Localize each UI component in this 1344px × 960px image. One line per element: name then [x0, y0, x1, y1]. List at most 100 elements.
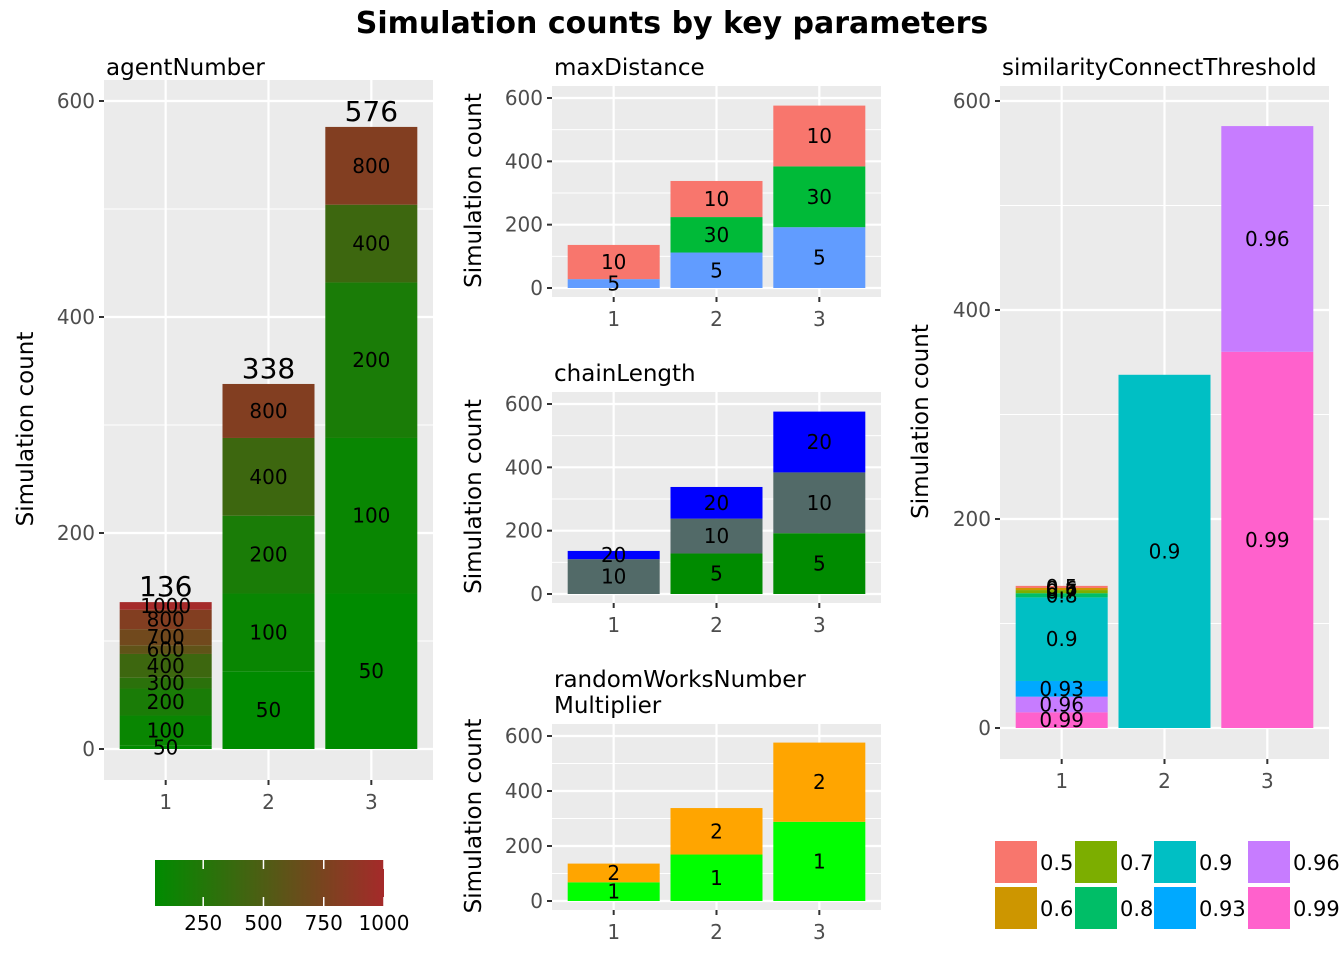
- legend-key: [1248, 887, 1290, 929]
- bar-segment: [325, 282, 418, 438]
- colorbar-label: 750: [305, 911, 343, 935]
- bar-segment: [670, 217, 763, 253]
- bar-segment: [567, 559, 660, 594]
- data-label: 2: [607, 861, 620, 885]
- data-label: 5: [813, 246, 826, 270]
- bar-segment: [773, 821, 866, 901]
- bar-segment: [119, 653, 212, 678]
- legend-key: [1154, 841, 1196, 883]
- panel-title: randomWorksNumber: [554, 667, 806, 693]
- y-axis-title: Simulation count: [908, 324, 934, 519]
- y-tick-label: 600: [505, 724, 543, 748]
- data-label: 0.5: [1046, 575, 1078, 599]
- y-axis-title: Simulation count: [13, 332, 39, 527]
- data-label: 100: [249, 620, 287, 644]
- data-label: 2: [710, 819, 723, 843]
- data-label: 5: [710, 562, 723, 586]
- bar-segment: [222, 515, 315, 594]
- data-label: 0.99: [1039, 708, 1084, 732]
- data-label: 800: [249, 399, 287, 423]
- y-tick-label: 400: [505, 455, 543, 479]
- bar-segment: [1015, 680, 1108, 697]
- bar-segment: [773, 411, 866, 473]
- x-tick-label: 1: [607, 307, 620, 331]
- data-label: 10: [601, 565, 626, 589]
- data-label: 10: [807, 124, 832, 148]
- y-tick-label: 200: [953, 507, 991, 531]
- y-axis-title: Simulation count: [461, 399, 487, 594]
- legend-label: 0.8: [1120, 897, 1153, 921]
- total-label: 576: [345, 95, 398, 128]
- data-label: 10: [704, 187, 729, 211]
- legend-label: 0.96: [1293, 851, 1340, 875]
- x-tick-label: 3: [813, 307, 826, 331]
- bar-segment: [119, 629, 212, 646]
- bar-segment: [1221, 126, 1314, 352]
- panel-title: maxDistance: [554, 55, 705, 81]
- y-tick-label: 0: [530, 889, 543, 913]
- bar-segment: [119, 645, 212, 654]
- x-tick-label: 2: [710, 920, 723, 944]
- data-label: 10: [704, 524, 729, 548]
- data-label: 50: [256, 698, 281, 722]
- x-tick-label: 2: [1158, 769, 1171, 793]
- bar-segment: [670, 252, 763, 288]
- panel-title: Multiplier: [554, 693, 662, 719]
- data-label: 400: [249, 465, 287, 489]
- data-label: 50: [359, 659, 384, 683]
- x-tick-label: 1: [1055, 769, 1068, 793]
- data-label: 100: [147, 719, 185, 743]
- data-label: 700: [147, 625, 185, 649]
- colorbar-label: 250: [184, 911, 222, 935]
- y-tick-label: 600: [953, 89, 991, 113]
- bar-segment: [119, 715, 212, 746]
- bar-segment: [670, 553, 763, 594]
- data-label: 800: [352, 154, 390, 178]
- y-tick-label: 200: [505, 834, 543, 858]
- data-label: 20: [601, 543, 626, 567]
- bar-segment: [1118, 374, 1211, 728]
- bar-segment: [222, 383, 315, 438]
- data-label: 5: [710, 258, 723, 282]
- legend-key: [1154, 887, 1196, 929]
- legend-label: 0.9: [1199, 851, 1232, 875]
- data-label: 10: [807, 491, 832, 515]
- data-label: 0.9: [1046, 627, 1078, 651]
- y-tick-label: 400: [953, 298, 991, 322]
- bar-segment: [670, 486, 763, 519]
- data-label: 0.9: [1149, 539, 1181, 563]
- bar-segment: [1015, 585, 1108, 588]
- bar-segment: [773, 105, 866, 167]
- data-label: 0.6: [1046, 577, 1078, 601]
- bar-segment: [567, 863, 660, 883]
- data-label: 400: [147, 654, 185, 678]
- data-label: 20: [807, 430, 832, 454]
- y-tick-label: 400: [57, 305, 95, 329]
- bar-segment: [325, 593, 418, 749]
- legend-key: [1248, 841, 1290, 883]
- bar-segment: [670, 808, 763, 855]
- legend-label: 0.6: [1040, 897, 1073, 921]
- data-label: 300: [147, 671, 185, 695]
- bar-segment: [222, 671, 315, 749]
- bar-segment: [1015, 587, 1108, 591]
- y-tick-label: 600: [505, 392, 543, 416]
- bar-segment: [1015, 712, 1108, 728]
- y-tick-label: 200: [57, 521, 95, 545]
- bar-segment: [119, 602, 212, 610]
- bar-segment: [1015, 590, 1108, 594]
- legend-key: [1075, 841, 1117, 883]
- x-tick-label: 2: [262, 790, 275, 814]
- y-tick-label: 400: [505, 149, 543, 173]
- x-tick-label: 1: [607, 613, 620, 637]
- y-tick-label: 200: [505, 519, 543, 543]
- bar-segment: [567, 550, 660, 560]
- x-tick-label: 3: [813, 613, 826, 637]
- y-tick-label: 0: [530, 582, 543, 606]
- bar-segment: [670, 854, 763, 901]
